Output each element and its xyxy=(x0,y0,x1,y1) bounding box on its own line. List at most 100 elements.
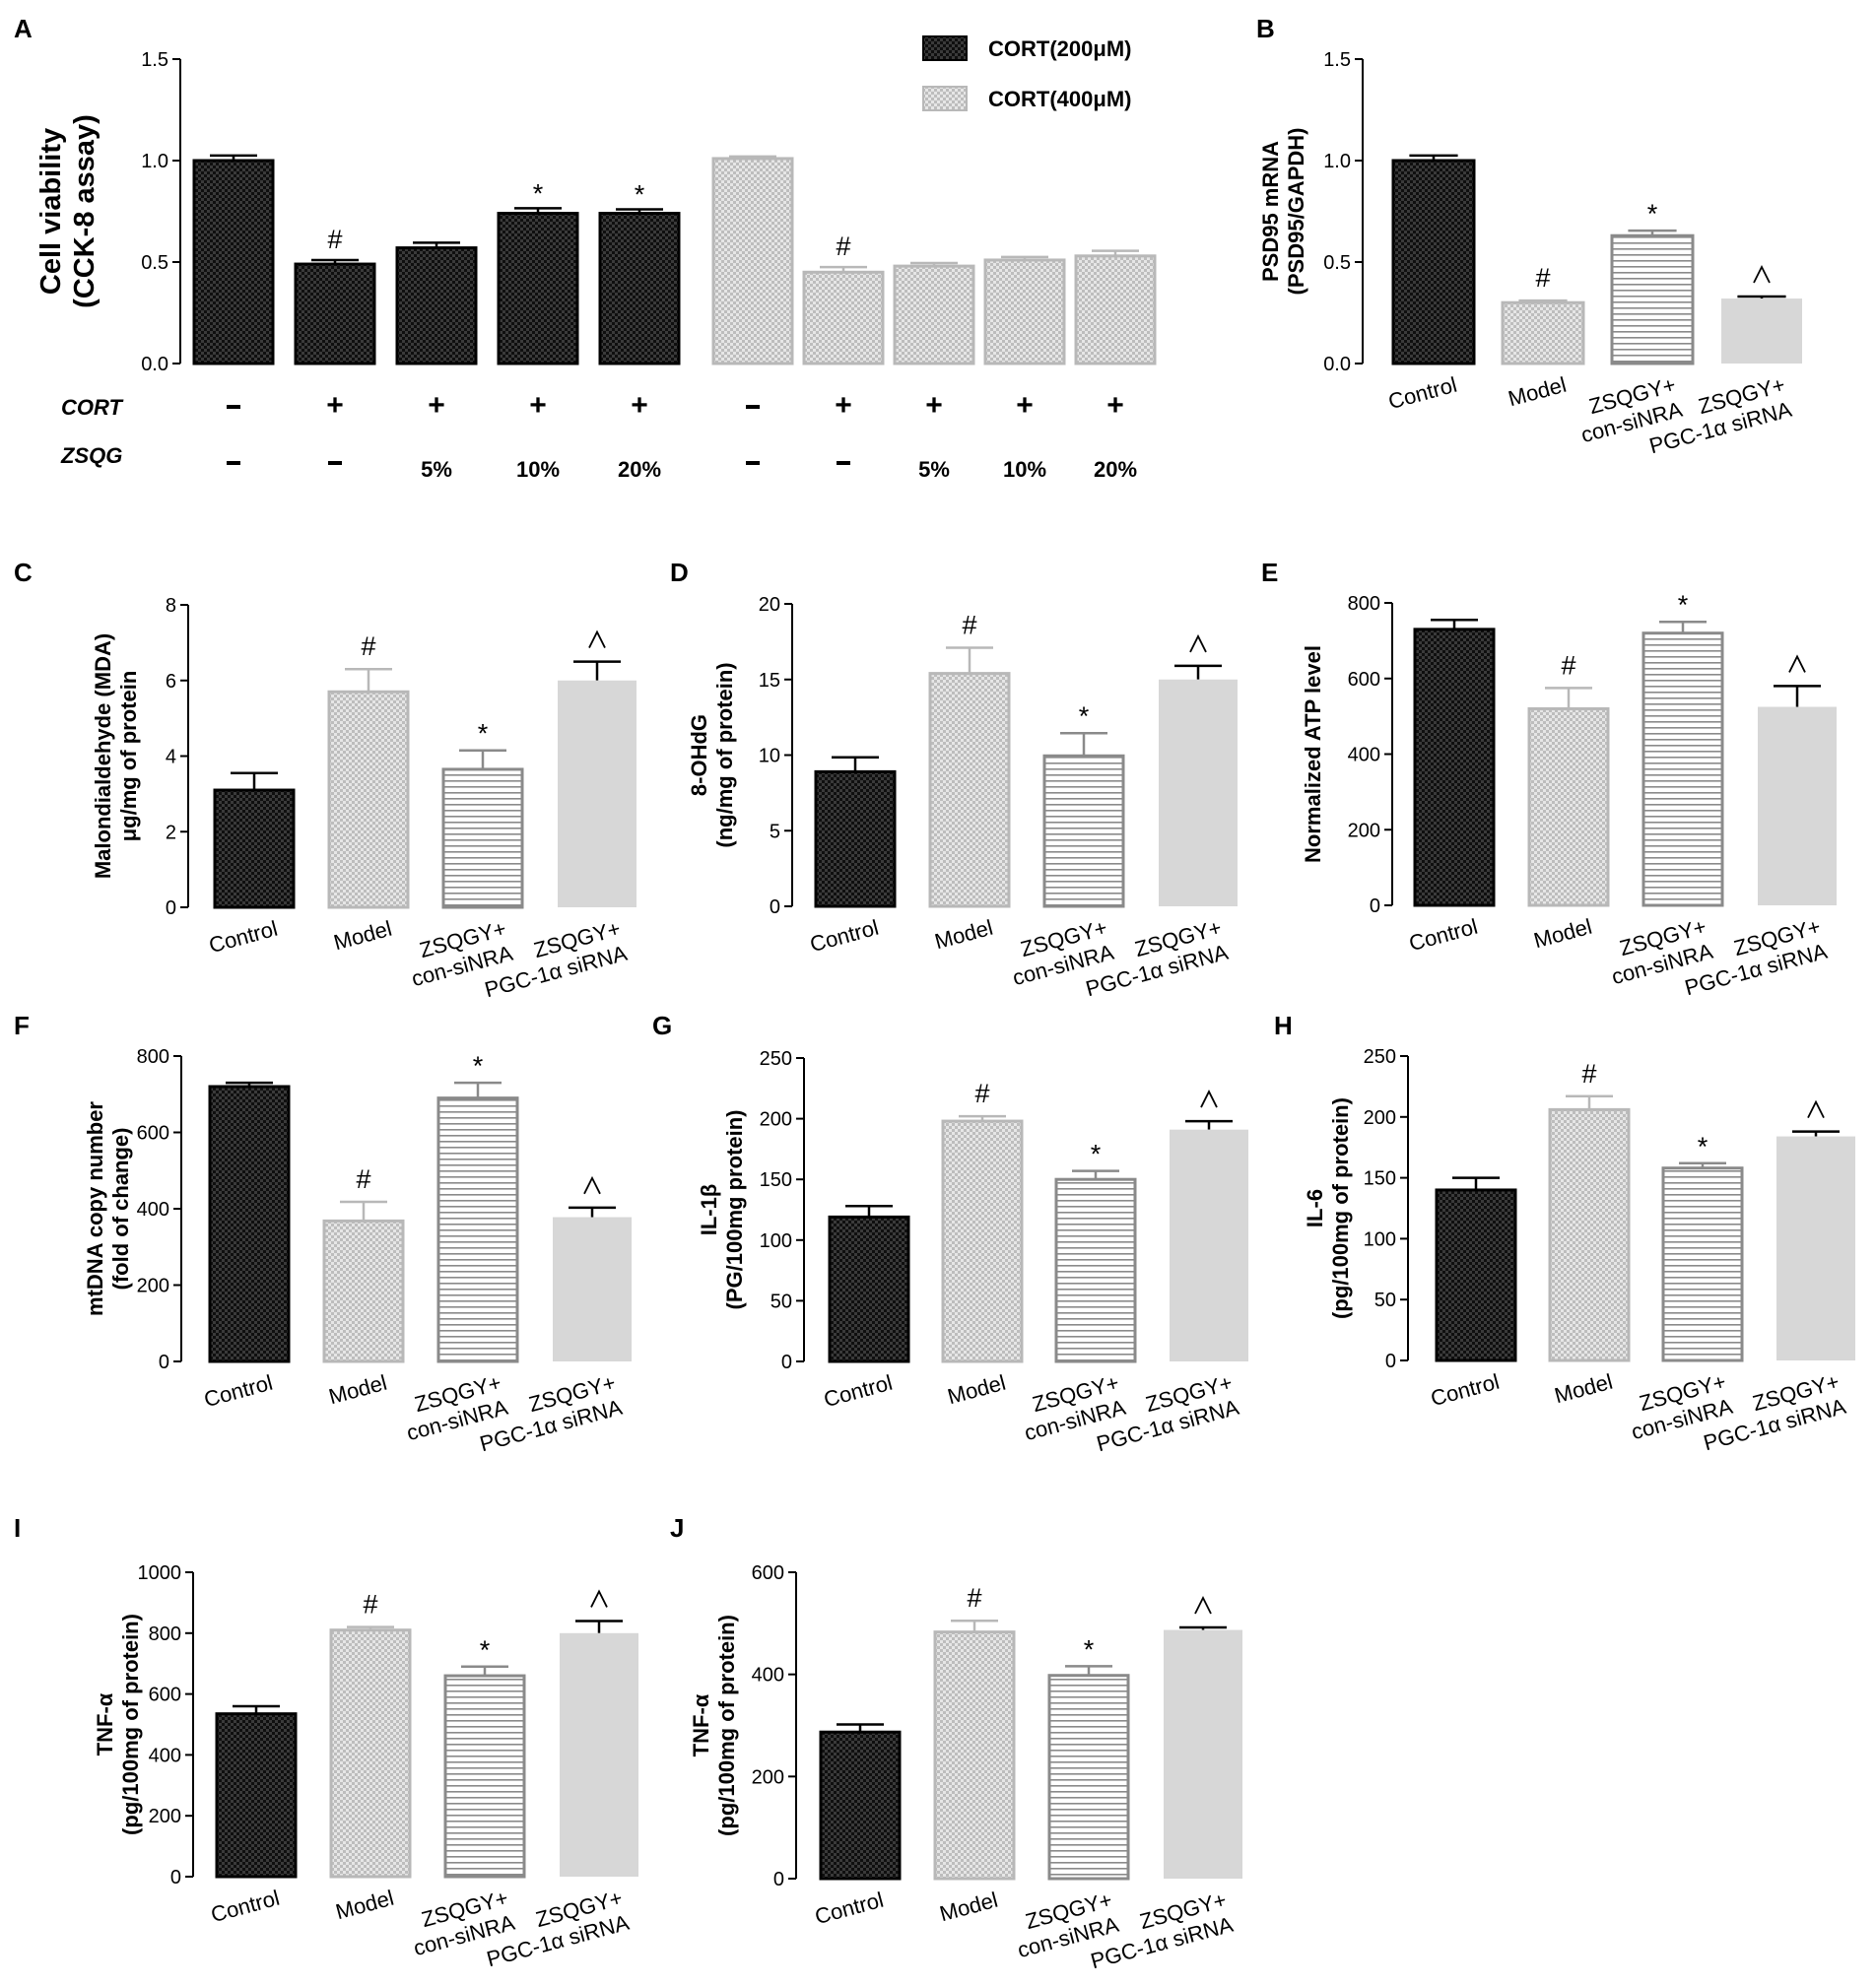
panel-label: H xyxy=(1274,1011,1293,1040)
category-label-line: Model xyxy=(333,1886,396,1925)
row-value-label: 5% xyxy=(918,457,950,482)
significance-hash: # xyxy=(1561,650,1575,680)
category-label-line: Control xyxy=(1428,1369,1502,1412)
bar xyxy=(436,1096,519,1363)
y-tick-label: 150 xyxy=(1364,1168,1396,1190)
legend-swatch xyxy=(922,86,968,111)
category-label-line: Model xyxy=(1531,914,1594,954)
bar xyxy=(1074,254,1157,365)
bar xyxy=(1610,233,1695,365)
panel-label: E xyxy=(1261,558,1278,587)
legend-label: CORT(200μM) xyxy=(988,36,1131,61)
significance-star: * xyxy=(1678,590,1689,620)
significance-star: * xyxy=(533,178,544,208)
significance-star: * xyxy=(480,1635,491,1665)
bar xyxy=(933,1630,1016,1881)
bar xyxy=(558,680,636,907)
bar xyxy=(1159,679,1238,906)
category-label-line: Control xyxy=(1385,372,1459,415)
category-label-line: Control xyxy=(208,1886,282,1928)
significance-caret xyxy=(1200,1090,1218,1108)
y-axis-label: μg/mg of protein xyxy=(116,671,141,842)
panel-E: E 0 200 400 600 800 Normalized ATP level # * Cont… xyxy=(1261,558,1837,1000)
y-tick-label: 50 xyxy=(770,1291,792,1312)
panel-G: G 0 50 100 150 200 250 IL-1β (PG/100mg protein) #… xyxy=(652,1011,1248,1456)
y-tick-label: 1.0 xyxy=(1323,151,1351,172)
row-value-label: 20% xyxy=(618,457,661,482)
category-label-line: Control xyxy=(821,1370,895,1413)
category-label: Model xyxy=(932,915,995,955)
category-label: Control xyxy=(807,915,881,958)
y-axis-label: (fold of change) xyxy=(108,1128,133,1291)
significance-hash: # xyxy=(967,1583,981,1613)
significance-star: * xyxy=(473,1051,484,1081)
row-plus-mark: + xyxy=(1106,389,1124,422)
bar xyxy=(893,264,975,365)
bar xyxy=(1054,1177,1137,1363)
legend: CORT(200μM) CORT(400μM) xyxy=(922,35,1131,111)
significance-hash: # xyxy=(356,1164,370,1194)
significance-star: * xyxy=(1084,1634,1095,1664)
significance-caret xyxy=(1788,654,1806,673)
y-tick-label: 0.5 xyxy=(1323,252,1351,274)
y-axis-label: (PSD95/GAPDH) xyxy=(1284,128,1308,296)
panel-F: F 0 200 400 600 800 mtDNA copy number (fold of … xyxy=(14,1011,632,1456)
category-label-line: Control xyxy=(807,915,881,958)
y-tick-label: 800 xyxy=(149,1623,181,1645)
significance-hash: # xyxy=(361,631,375,661)
panel-B: B 0.0 0.5 1.0 1.5 PSD95 mRNA (PSD95/GAPDH) # * Co… xyxy=(1256,14,1802,458)
y-tick-label: 50 xyxy=(1374,1290,1396,1311)
category-label-line: Control xyxy=(812,1888,886,1930)
y-tick-label: 800 xyxy=(137,1046,169,1068)
row-label: ZSQG xyxy=(60,443,122,468)
category-label: Control xyxy=(821,1370,895,1413)
row-plus-mark: + xyxy=(835,389,852,422)
category-label: Control xyxy=(812,1888,886,1930)
bar xyxy=(1548,1107,1631,1362)
bar xyxy=(553,1217,632,1361)
category-label-line: Model xyxy=(937,1888,1000,1927)
bar xyxy=(1758,706,1837,905)
y-tick-label: 0 xyxy=(773,1869,784,1890)
row-plus-mark: + xyxy=(529,389,547,422)
significance-hash: # xyxy=(1581,1059,1596,1089)
bar xyxy=(1391,159,1476,365)
significance-hash: # xyxy=(962,611,976,640)
legend-label: CORT(400μM) xyxy=(988,87,1131,111)
y-axis-label: (pg/100mg of protein) xyxy=(714,1615,739,1836)
panel-C: C 0 2 4 6 8 Malondialdehyde (MDA) μg/mg of prot… xyxy=(14,558,636,1002)
bar xyxy=(802,270,885,365)
panel-label: D xyxy=(670,558,689,587)
y-tick-label: 200 xyxy=(1348,820,1380,841)
bar xyxy=(213,788,296,909)
category-label: Control xyxy=(208,1886,282,1928)
significance-hash: # xyxy=(327,225,342,254)
category-label-line: Model xyxy=(331,916,394,956)
category-label-line: Model xyxy=(945,1370,1008,1410)
category-label: Model xyxy=(326,1370,389,1410)
category-label: Model xyxy=(1531,914,1594,954)
y-tick-label: 200 xyxy=(149,1806,181,1827)
y-tick-label: 1.5 xyxy=(1323,49,1351,71)
category-label: Control xyxy=(201,1370,275,1413)
y-tick-label: 2 xyxy=(166,822,176,843)
row-value-label: 20% xyxy=(1094,457,1137,482)
bar xyxy=(441,767,524,909)
category-label: Control xyxy=(206,916,280,959)
row-plus-mark: + xyxy=(326,389,344,422)
y-axis-label: 8-OHdG xyxy=(687,714,711,796)
bar xyxy=(1042,754,1125,908)
significance-caret xyxy=(590,1589,608,1608)
y-tick-label: 6 xyxy=(166,671,176,693)
row-value-label: 10% xyxy=(516,457,560,482)
y-tick-label: 0 xyxy=(170,1867,181,1888)
y-tick-label: 600 xyxy=(1348,669,1380,691)
row-plus-mark: + xyxy=(428,389,445,422)
category-label: Model xyxy=(1552,1369,1615,1409)
category-label-line: Control xyxy=(201,1370,275,1413)
y-axis-label: (pg/100mg of protein) xyxy=(118,1614,143,1835)
y-tick-label: 100 xyxy=(760,1230,792,1252)
row-value-label: 10% xyxy=(1003,457,1046,482)
bar xyxy=(497,212,579,365)
